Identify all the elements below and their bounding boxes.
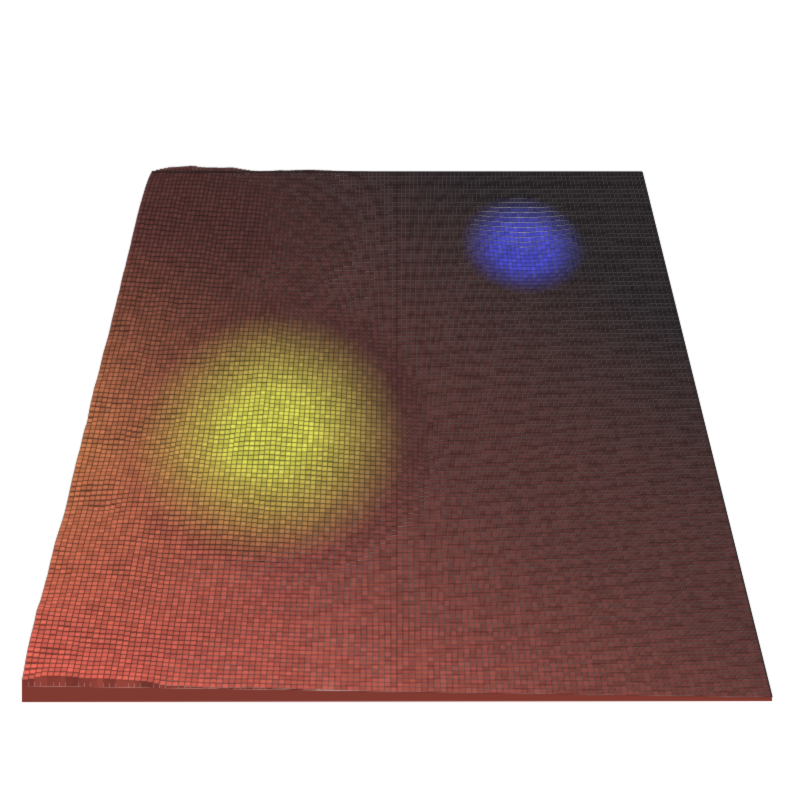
voxel-terrain-scene	[0, 0, 800, 800]
voxel-terrain-render	[0, 0, 800, 800]
